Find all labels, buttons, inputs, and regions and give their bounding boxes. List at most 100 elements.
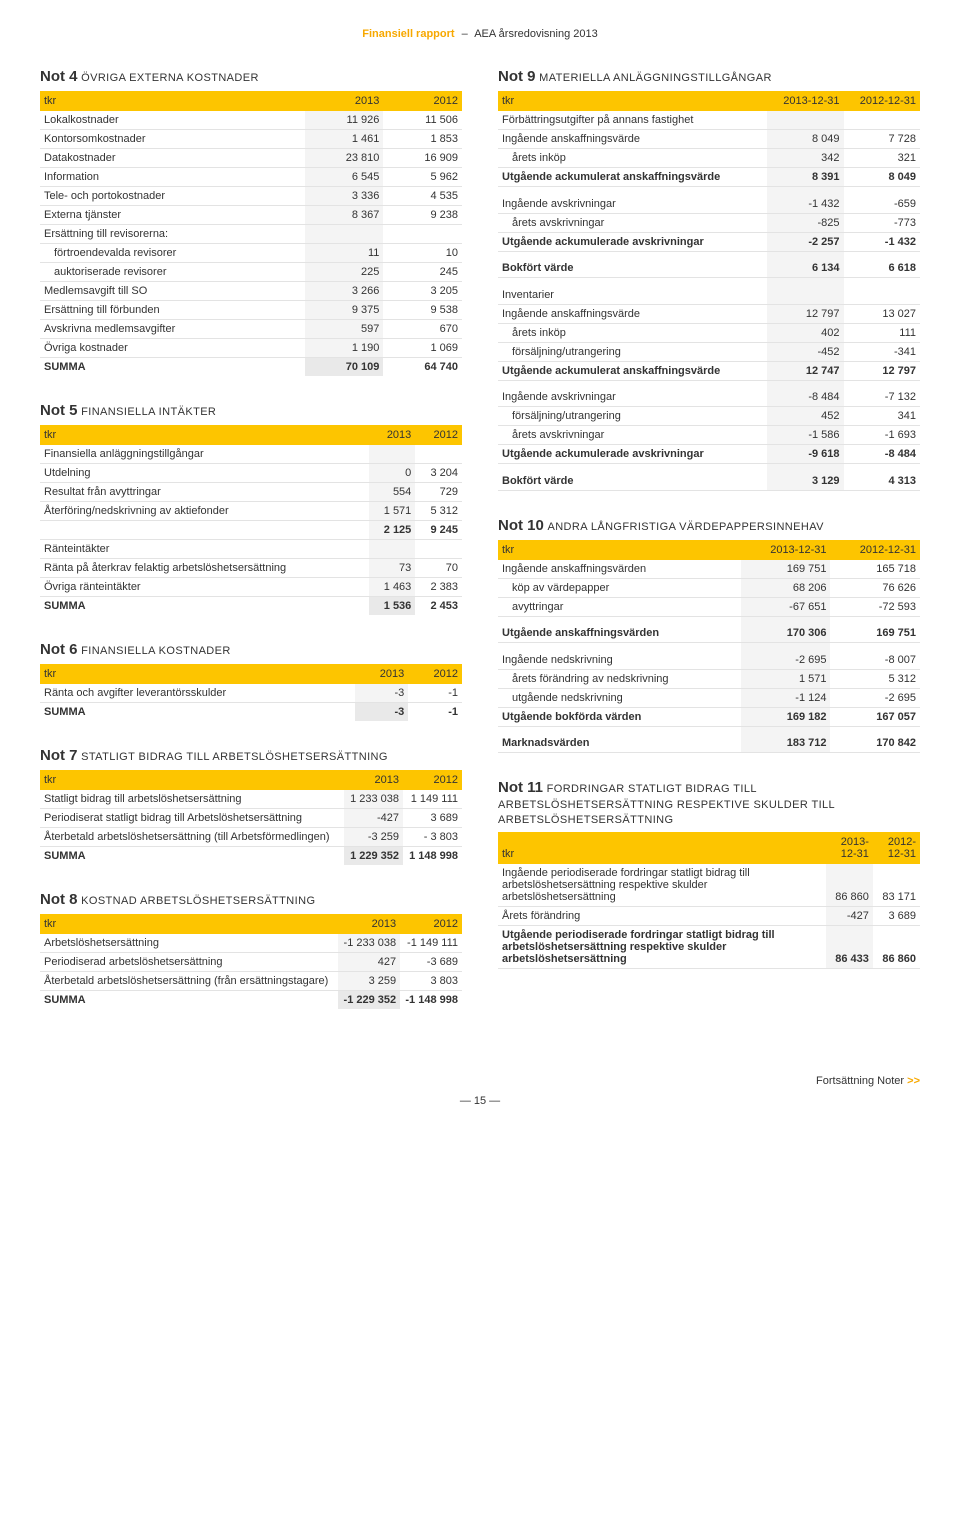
col-header-b: 2012 xyxy=(383,91,462,111)
table-row: Datakostnader23 81016 909 xyxy=(40,149,462,168)
col-header-b: 2012 xyxy=(408,664,462,684)
table-row: Bokfört värde3 1294 313 xyxy=(498,472,920,491)
note-table: tkr20132012Finansiella anläggningstillgå… xyxy=(40,425,462,615)
col-header-tkr: tkr xyxy=(40,770,344,790)
table-row: Utgående ackumulerat anskaffningsvärde12… xyxy=(498,361,920,380)
col-header-a: 2013-12-31 xyxy=(741,540,830,560)
table-row: Avskrivna medlemsavgifter597670 xyxy=(40,320,462,339)
note-table: tkr2013-12-312012-12-31Ingående anskaffn… xyxy=(498,540,920,754)
table-row: årets avskrivningar-1 586-1 693 xyxy=(498,426,920,445)
table-row: Ingående periodiserade fordringar statli… xyxy=(498,864,920,907)
table-row: Arbetslöshetsersättning-1 233 038-1 149 … xyxy=(40,934,462,953)
col-header-tkr: tkr xyxy=(40,91,305,111)
col-header-tkr: tkr xyxy=(40,425,369,445)
col-header-a: 2013 xyxy=(369,425,416,445)
note-title: Not 7 STATLIGT BIDRAG TILL ARBETSLÖSHETS… xyxy=(40,747,462,764)
note-table: tkr20132012Ränta och avgifter leverantör… xyxy=(40,664,462,721)
table-row: Återbetald arbetslöshetsersättning (från… xyxy=(40,972,462,991)
col-header-a: 2013 xyxy=(338,914,400,934)
note-title: Not 4 ÖVRIGA EXTERNA KOSTNADER xyxy=(40,68,462,85)
table-row: årets avskrivningar-825-773 xyxy=(498,213,920,232)
col-header-tkr: tkr xyxy=(40,914,338,934)
sum-row: SUMMA1 5362 453 xyxy=(40,597,462,616)
left-column: Not 4 ÖVRIGA EXTERNA KOSTNADERtkr2013201… xyxy=(40,68,462,1035)
table-row: Återföring/nedskrivning av aktiefonder1 … xyxy=(40,502,462,521)
table-row: årets inköp402111 xyxy=(498,323,920,342)
note-title: Not 9 MATERIELLA ANLÄGGNINGSTILLGÅNGAR xyxy=(498,68,920,85)
table-row: Ingående anskaffningsvärde12 79713 027 xyxy=(498,304,920,323)
note-4: Not 4 ÖVRIGA EXTERNA KOSTNADER tkr2013201… xyxy=(40,68,462,376)
col-header-a: 2013 xyxy=(355,664,409,684)
col-header-b: 2012 xyxy=(403,770,462,790)
table-row: Ingående anskaffningsvärde8 0497 728 xyxy=(498,130,920,149)
header-left: Finansiell rapport xyxy=(362,28,454,40)
note-table: tkr20132012Statligt bidrag till arbetslö… xyxy=(40,770,462,865)
table-row: Ingående nedskrivning-2 695-8 007 xyxy=(498,651,920,670)
table-row: Medlemsavgift till SO3 2663 205 xyxy=(40,282,462,301)
table-row: Utdelning03 204 xyxy=(40,464,462,483)
note-table: tkr2013-12-312012-12-31Förbättringsutgif… xyxy=(498,91,920,491)
col-header-a: 2013 xyxy=(305,91,384,111)
table-row: Information6 5455 962 xyxy=(40,168,462,187)
table-row: Ersättning till revisorerna: xyxy=(40,225,462,244)
table-row: Ingående anskaffningsvärden169 751165 71… xyxy=(498,560,920,579)
page-number: — 15 — xyxy=(40,1095,920,1107)
sum-row: SUMMA70 10964 740 xyxy=(40,358,462,377)
table-row: årets inköp342321 xyxy=(498,149,920,168)
table-row: Utgående ackumulerade avskrivningar-9 61… xyxy=(498,445,920,464)
table-row: Förbättringsutgifter på annans fastighet xyxy=(498,111,920,130)
columns: Not 4 ÖVRIGA EXTERNA KOSTNADERtkr2013201… xyxy=(40,68,920,1035)
table-row: Kontorsomkostnader1 4611 853 xyxy=(40,130,462,149)
table-row: förtroendevalda revisorer1110 xyxy=(40,244,462,263)
header-right: AEA årsredovisning 2013 xyxy=(474,28,598,40)
table-row: Tele- och portokostnader3 3364 535 xyxy=(40,187,462,206)
col-header-tkr: tkr xyxy=(40,664,355,684)
table-row: Bokfört värde6 1346 618 xyxy=(498,259,920,278)
note-7: Not 7 STATLIGT BIDRAG TILL ARBETSLÖSHETS… xyxy=(40,747,462,865)
table-row: 2 1259 245 xyxy=(40,521,462,540)
col-header-tkr: tkr xyxy=(498,832,826,864)
table-row: försäljning/utrangering452341 xyxy=(498,407,920,426)
table-row: årets förändring av nedskrivning1 5715 3… xyxy=(498,669,920,688)
table-row: försäljning/utrangering-452-341 xyxy=(498,342,920,361)
table-row: Ränta på återkrav felaktig arbetslöshets… xyxy=(40,559,462,578)
table-row: Marknadsvärden183 712170 842 xyxy=(498,734,920,753)
table-row: Resultat från avyttringar554729 xyxy=(40,483,462,502)
table-row: köp av värdepapper68 20676 626 xyxy=(498,578,920,597)
table-row: Inventarier xyxy=(498,286,920,305)
table-row: Ränta och avgifter leverantörsskulder-3-… xyxy=(40,684,462,703)
note-title: Not 6 FINANSIELLA KOSTNADER xyxy=(40,641,462,658)
table-row: Finansiella anläggningstillgångar xyxy=(40,445,462,464)
table-row: Ersättning till förbunden9 3759 538 xyxy=(40,301,462,320)
col-header-tkr: tkr xyxy=(498,540,741,560)
col-header-a: 2013-12-31 xyxy=(826,832,873,864)
col-header-b: 2012 xyxy=(400,914,462,934)
sum-row: SUMMA-3-1 xyxy=(40,703,462,722)
col-header-a: 2013 xyxy=(344,770,403,790)
table-row: auktoriserade revisorer225245 xyxy=(40,263,462,282)
note-6: Not 6 FINANSIELLA KOSTNADER tkr20132012Rä… xyxy=(40,641,462,721)
sum-row: SUMMA1 229 3521 148 998 xyxy=(40,847,462,866)
page-header: Finansiell rapport – AEA årsredovisning … xyxy=(40,28,920,40)
table-row: Lokalkostnader11 92611 506 xyxy=(40,111,462,130)
table-row: Övriga kostnader1 1901 069 xyxy=(40,339,462,358)
note-title: Not 11 FORDRINGAR STATLIGT BIDRAG TILL A… xyxy=(498,779,920,826)
table-row: Årets förändring-4273 689 xyxy=(498,907,920,926)
right-column: Not 9 MATERIELLA ANLÄGGNINGSTILLGÅNGAR tk… xyxy=(498,68,920,1035)
table-row: Utgående ackumulerat anskaffningsvärde8 … xyxy=(498,168,920,187)
table-row: Utgående anskaffningsvärden170 306169 75… xyxy=(498,624,920,643)
note-table: tkr2013-12-312012-12-31Ingående periodis… xyxy=(498,832,920,969)
table-row: Utgående periodiserade fordringar statli… xyxy=(498,926,920,969)
sum-row: SUMMA-1 229 352-1 148 998 xyxy=(40,991,462,1010)
table-row: utgående nedskrivning-1 124-2 695 xyxy=(498,688,920,707)
note-9: Not 9 MATERIELLA ANLÄGGNINGSTILLGÅNGAR tk… xyxy=(498,68,920,491)
col-header-tkr: tkr xyxy=(498,91,767,111)
table-row: Statligt bidrag till arbetslöshetsersätt… xyxy=(40,790,462,809)
table-row: Ränteintäkter xyxy=(40,540,462,559)
note-table: tkr20132012Lokalkostnader11 92611 506Kon… xyxy=(40,91,462,376)
table-row: Ingående avskrivningar-1 432-659 xyxy=(498,195,920,214)
note-5: Not 5 FINANSIELLA INTÄKTER tkr20132012Fin… xyxy=(40,402,462,615)
table-row: Periodiserat statligt bidrag till Arbets… xyxy=(40,809,462,828)
footer-continuation: Fortsättning Noter >> xyxy=(40,1075,920,1087)
note-title: Not 5 FINANSIELLA INTÄKTER xyxy=(40,402,462,419)
